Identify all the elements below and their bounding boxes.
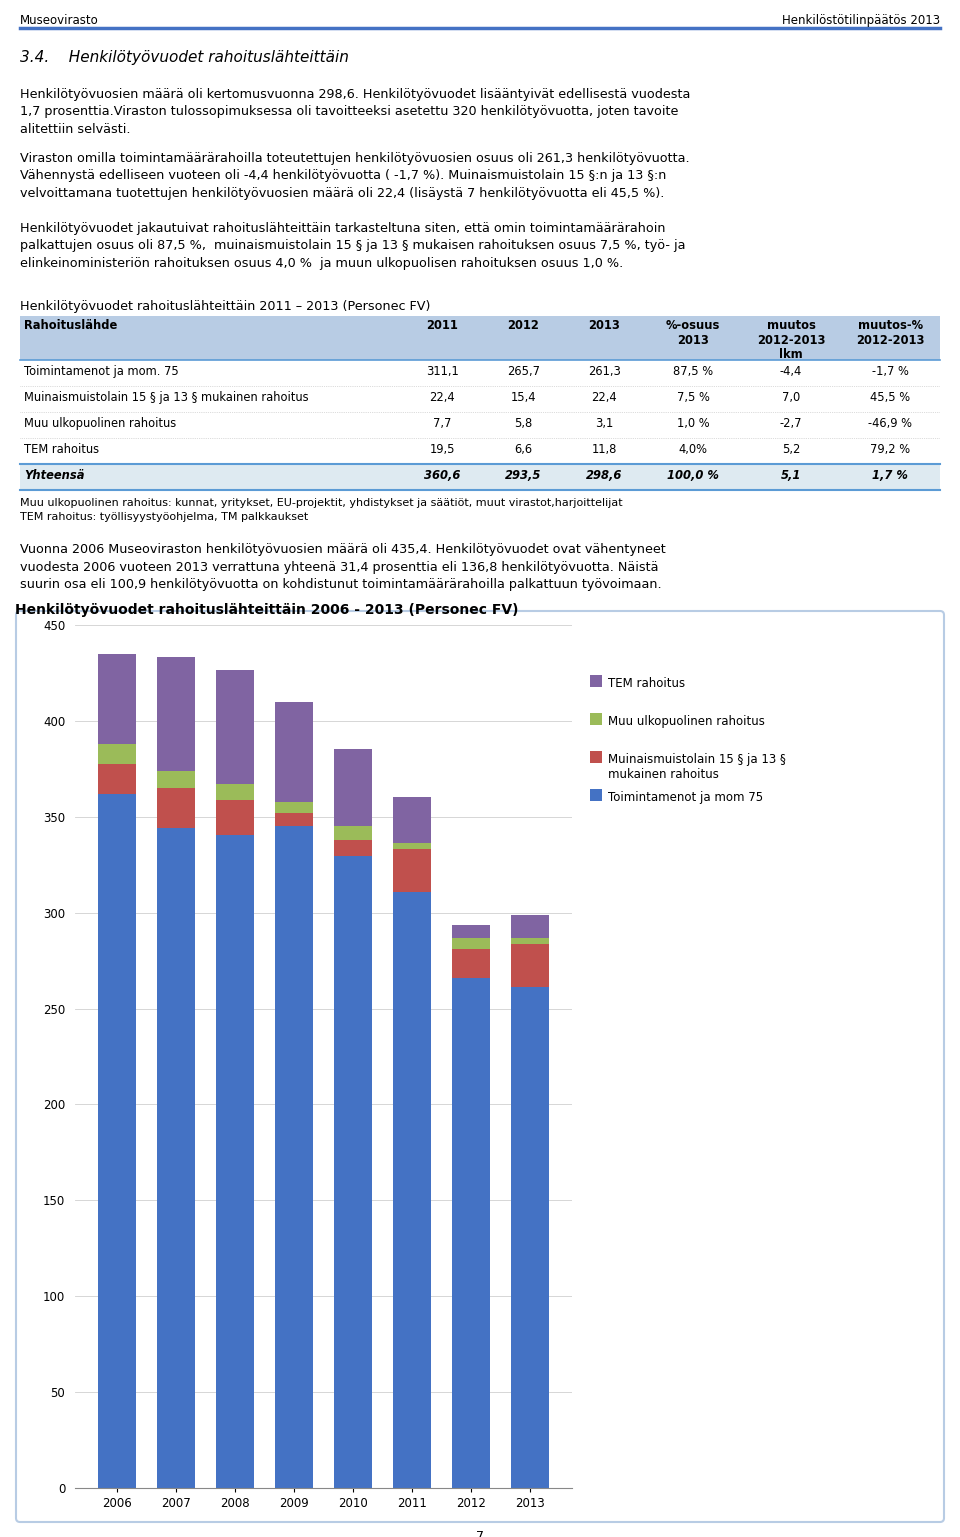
Text: 7,0: 7,0	[781, 390, 800, 404]
Text: Vuonna 2006 Museoviraston henkilötyövuosien määrä oli 435,4. Henkilötyövuodet ov: Vuonna 2006 Museoviraston henkilötyövuos…	[20, 543, 665, 592]
Text: Henkilötyövuosien määrä oli kertomusvuonna 298,6. Henkilötyövuodet lisääntyivät : Henkilötyövuosien määrä oli kertomusvuon…	[20, 88, 690, 135]
Bar	[98, 653, 136, 744]
Text: muutos-%
2012-2013: muutos-% 2012-2013	[856, 320, 924, 346]
Bar	[216, 801, 254, 835]
Text: 1,7 %: 1,7 %	[873, 469, 908, 483]
Text: 1,0 %: 1,0 %	[677, 417, 709, 430]
Bar	[275, 813, 313, 827]
Text: Toimintamenot ja mom 75: Toimintamenot ja mom 75	[609, 792, 763, 804]
Text: 298,6: 298,6	[586, 469, 622, 483]
Bar	[216, 835, 254, 1488]
Text: 2013: 2013	[588, 320, 620, 332]
Text: 79,2 %: 79,2 %	[871, 443, 910, 456]
Text: 19,5: 19,5	[429, 443, 455, 456]
Text: Muu ulkopuolinen rahoitus: kunnat, yritykset, EU-projektit, yhdistykset ja sääti: Muu ulkopuolinen rahoitus: kunnat, yrity…	[20, 498, 623, 509]
Bar	[275, 827, 313, 1488]
Text: TEM rahoitus: työllisyystyöohjelma, TM palkkaukset: TEM rahoitus: työllisyystyöohjelma, TM p…	[20, 512, 308, 523]
Text: 7,7: 7,7	[433, 417, 451, 430]
FancyBboxPatch shape	[20, 464, 940, 490]
Text: 100,0 %: 100,0 %	[667, 469, 719, 483]
Text: Muinaismuistolain 15 § ja 13 § mukainen rahoitus: Muinaismuistolain 15 § ja 13 § mukainen …	[24, 390, 308, 404]
FancyBboxPatch shape	[590, 713, 603, 725]
Text: Toimintamenot ja mom. 75: Toimintamenot ja mom. 75	[24, 364, 179, 378]
Bar	[216, 670, 254, 784]
Bar	[511, 938, 549, 944]
Bar	[393, 848, 431, 891]
Text: Henkilöstötilinpäätös 2013: Henkilöstötilinpäätös 2013	[781, 14, 940, 28]
Text: Muinaismuistolain 15 § ja 13 §
mukainen rahoitus: Muinaismuistolain 15 § ja 13 § mukainen …	[609, 753, 786, 781]
Text: 5,1: 5,1	[780, 469, 802, 483]
FancyBboxPatch shape	[590, 752, 603, 762]
Text: TEM rahoitus: TEM rahoitus	[609, 676, 685, 690]
Text: 3.4.    Henkilötyövuodet rahoituslähteittäin: 3.4. Henkilötyövuodet rahoituslähteittäi…	[20, 51, 348, 65]
Text: 7,5 %: 7,5 %	[677, 390, 709, 404]
Text: 360,6: 360,6	[424, 469, 461, 483]
Text: %-osuus
2013: %-osuus 2013	[666, 320, 720, 346]
Text: 15,4: 15,4	[511, 390, 536, 404]
Text: 3,1: 3,1	[595, 417, 613, 430]
Text: 5,8: 5,8	[515, 417, 533, 430]
Bar	[452, 979, 491, 1488]
FancyBboxPatch shape	[590, 788, 603, 801]
Bar	[156, 828, 195, 1488]
Bar	[334, 827, 372, 839]
Text: 45,5 %: 45,5 %	[871, 390, 910, 404]
Text: Muu ulkopuolinen rahoitus: Muu ulkopuolinen rahoitus	[609, 715, 765, 729]
Text: -4,4: -4,4	[780, 364, 803, 378]
Bar	[393, 798, 431, 844]
Bar	[334, 749, 372, 827]
Text: 293,5: 293,5	[505, 469, 541, 483]
Text: 2012: 2012	[507, 320, 540, 332]
Bar	[452, 948, 491, 979]
Bar	[334, 856, 372, 1488]
Bar	[156, 788, 195, 828]
Text: 4,0%: 4,0%	[679, 443, 708, 456]
Text: 22,4: 22,4	[429, 390, 455, 404]
Text: Henkilötyövuodet rahoituslähteittäin 2006 - 2013 (Personec FV): Henkilötyövuodet rahoituslähteittäin 200…	[15, 603, 518, 616]
Bar	[156, 770, 195, 788]
Bar	[511, 944, 549, 987]
Text: -46,9 %: -46,9 %	[868, 417, 912, 430]
Text: 87,5 %: 87,5 %	[673, 364, 713, 378]
Bar	[511, 987, 549, 1488]
Text: 7: 7	[476, 1529, 484, 1537]
Bar	[98, 793, 136, 1488]
Text: Henkilötyövuodet jakautuivat rahoituslähteittäin tarkasteltuna siten, että omin : Henkilötyövuodet jakautuivat rahoitusläh…	[20, 221, 685, 271]
Text: muutos
2012-2013
lkm: muutos 2012-2013 lkm	[756, 320, 826, 361]
Text: 22,4: 22,4	[591, 390, 617, 404]
Text: Museovirasto: Museovirasto	[20, 14, 99, 28]
Bar	[216, 784, 254, 801]
FancyBboxPatch shape	[20, 317, 940, 360]
Text: Viraston omilla toimintamäärärahoilla toteutettujen henkilötyövuosien osuus oli : Viraston omilla toimintamäärärahoilla to…	[20, 152, 689, 200]
Text: TEM rahoitus: TEM rahoitus	[24, 443, 99, 456]
FancyBboxPatch shape	[16, 612, 944, 1522]
Text: 6,6: 6,6	[515, 443, 532, 456]
Bar	[156, 656, 195, 770]
Bar	[452, 925, 491, 938]
FancyBboxPatch shape	[590, 675, 603, 687]
Bar	[452, 938, 491, 948]
Bar	[511, 916, 549, 938]
Bar	[275, 702, 313, 802]
Bar	[334, 839, 372, 856]
Text: 5,2: 5,2	[781, 443, 800, 456]
Text: Rahoituslähde: Rahoituslähde	[24, 320, 117, 332]
Bar	[393, 844, 431, 848]
Bar	[275, 802, 313, 813]
Text: -1,7 %: -1,7 %	[872, 364, 909, 378]
Bar	[393, 891, 431, 1488]
Text: Muu ulkopuolinen rahoitus: Muu ulkopuolinen rahoitus	[24, 417, 177, 430]
Text: 311,1: 311,1	[426, 364, 459, 378]
Text: 11,8: 11,8	[591, 443, 617, 456]
Bar	[98, 764, 136, 793]
Text: -2,7: -2,7	[780, 417, 803, 430]
Text: 2011: 2011	[426, 320, 458, 332]
Bar	[98, 744, 136, 764]
Text: Henkilötyövuodet rahoituslähteittäin 2011 – 2013 (Personec FV): Henkilötyövuodet rahoituslähteittäin 201…	[20, 300, 430, 314]
Text: 265,7: 265,7	[507, 364, 540, 378]
Text: Yhteensä: Yhteensä	[24, 469, 84, 483]
Text: 261,3: 261,3	[588, 364, 620, 378]
